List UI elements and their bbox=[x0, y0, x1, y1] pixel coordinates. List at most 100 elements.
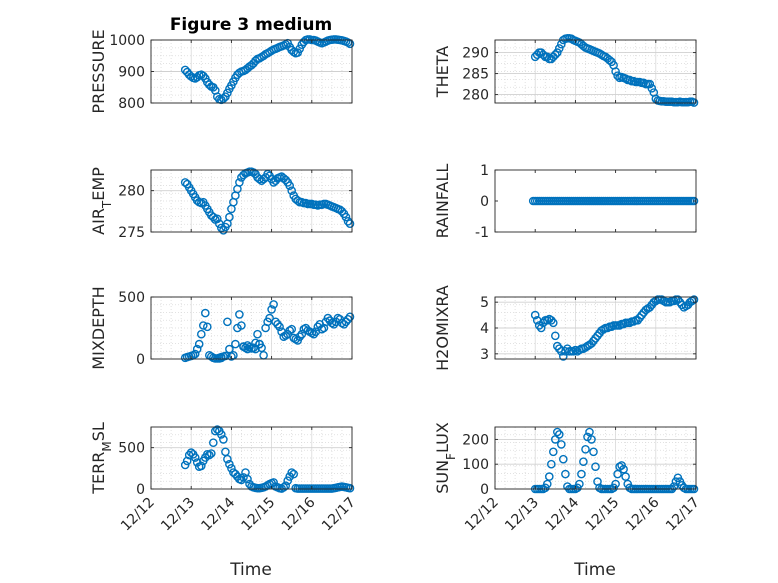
data-point bbox=[551, 50, 560, 60]
data-point bbox=[219, 94, 228, 103]
data-point bbox=[245, 342, 254, 352]
data-point bbox=[309, 329, 319, 339]
data-point bbox=[569, 346, 578, 356]
y-axis-label: SUNFLUX bbox=[433, 422, 458, 494]
x-tick-label: 12/17 bbox=[319, 495, 359, 535]
data-point bbox=[243, 341, 252, 350]
y-label-rest: EMP bbox=[89, 167, 108, 201]
data-point bbox=[198, 71, 208, 81]
y-axis-label: TERRMSL bbox=[89, 422, 114, 495]
data-point bbox=[285, 181, 295, 190]
x-tick-label: 12/14 bbox=[542, 494, 582, 534]
y-tick-label: 0 bbox=[480, 194, 489, 210]
data-point bbox=[559, 352, 568, 361]
data-point bbox=[689, 295, 699, 304]
data-point bbox=[345, 219, 355, 228]
data-point bbox=[237, 475, 246, 485]
data-point bbox=[538, 50, 548, 60]
data-point bbox=[243, 474, 252, 484]
y-tick-label: 280 bbox=[118, 184, 145, 200]
data-point bbox=[206, 352, 216, 361]
data-point bbox=[186, 72, 196, 81]
data-point bbox=[345, 312, 355, 322]
data-point bbox=[571, 345, 580, 355]
data-point bbox=[285, 326, 295, 335]
y-axis-label: MIXDEPTH bbox=[89, 286, 108, 369]
x-tick-label: 12/16 bbox=[623, 494, 663, 534]
x-tick-label: 12/12 bbox=[118, 495, 158, 535]
data-point bbox=[287, 324, 297, 334]
x-tick-label: 12/16 bbox=[279, 494, 319, 534]
data-point bbox=[265, 313, 274, 323]
data-point bbox=[689, 196, 699, 206]
y-tick-label: 500 bbox=[118, 290, 145, 306]
y-tick-label: 275 bbox=[118, 225, 145, 241]
data-point bbox=[227, 463, 236, 473]
data-point bbox=[192, 344, 202, 354]
data-point bbox=[547, 315, 556, 325]
data-point bbox=[549, 318, 558, 328]
subplot-theta: 280 285 290 THETA bbox=[433, 34, 699, 107]
data-point bbox=[557, 39, 566, 49]
y-axis-label: THETA bbox=[433, 46, 452, 98]
data-point bbox=[579, 457, 588, 467]
y-label-main: TERR bbox=[89, 452, 108, 495]
data-point bbox=[295, 44, 305, 54]
x-tick-label: 12/14 bbox=[198, 494, 238, 534]
data-point bbox=[190, 349, 200, 359]
data-point bbox=[581, 444, 590, 454]
subplot-mixdepth: 0 500 MIXDEPTH bbox=[89, 286, 355, 370]
x-axis-label-right: Time bbox=[573, 560, 616, 580]
data-point bbox=[267, 305, 276, 314]
y-label-sub: F bbox=[444, 453, 458, 460]
x-tick-label: 12/15 bbox=[239, 495, 279, 535]
y-tick-label: 800 bbox=[118, 96, 145, 112]
data-point bbox=[677, 300, 687, 310]
axes-box bbox=[150, 169, 353, 233]
data-point bbox=[281, 175, 291, 185]
y-tick-label: 1000 bbox=[109, 33, 145, 49]
data-point bbox=[223, 88, 232, 98]
data-point bbox=[180, 460, 190, 470]
data-point bbox=[591, 462, 600, 472]
axes-box bbox=[494, 426, 697, 490]
y-tick-label: 290 bbox=[462, 46, 489, 62]
data-point bbox=[196, 329, 206, 339]
data-point bbox=[275, 322, 284, 332]
y-tick-label: 0 bbox=[480, 482, 489, 498]
data-point bbox=[283, 476, 293, 486]
axes-box bbox=[494, 39, 697, 104]
data-point bbox=[279, 482, 289, 492]
x-tick-label: 12/13 bbox=[158, 495, 198, 535]
data-point bbox=[223, 317, 232, 327]
data-point bbox=[329, 319, 339, 329]
data-point bbox=[225, 212, 234, 222]
data-point bbox=[611, 67, 620, 76]
data-point bbox=[549, 447, 558, 457]
data-point bbox=[235, 310, 244, 319]
data-point bbox=[235, 178, 244, 187]
x-tick-label: 12/17 bbox=[663, 495, 703, 535]
data-point bbox=[555, 44, 564, 53]
y-axis-label: RAINFALL bbox=[433, 164, 452, 239]
data-point bbox=[645, 79, 655, 89]
data-point bbox=[216, 223, 226, 233]
data-point bbox=[621, 472, 630, 481]
data-point bbox=[607, 322, 616, 332]
y-tick-label: -1 bbox=[475, 225, 489, 241]
data-point bbox=[212, 214, 222, 224]
data-point bbox=[182, 456, 192, 466]
data-point bbox=[559, 454, 568, 464]
y-label-main: AIR bbox=[89, 208, 108, 235]
data-point bbox=[190, 453, 200, 462]
data-point bbox=[239, 342, 248, 351]
data-point bbox=[553, 427, 562, 437]
data-point bbox=[273, 319, 282, 329]
data-point bbox=[239, 473, 248, 482]
data-point bbox=[208, 212, 218, 222]
data-point bbox=[206, 449, 216, 458]
y-tick-label: 900 bbox=[118, 65, 145, 81]
y-tick-label: 285 bbox=[462, 67, 489, 83]
